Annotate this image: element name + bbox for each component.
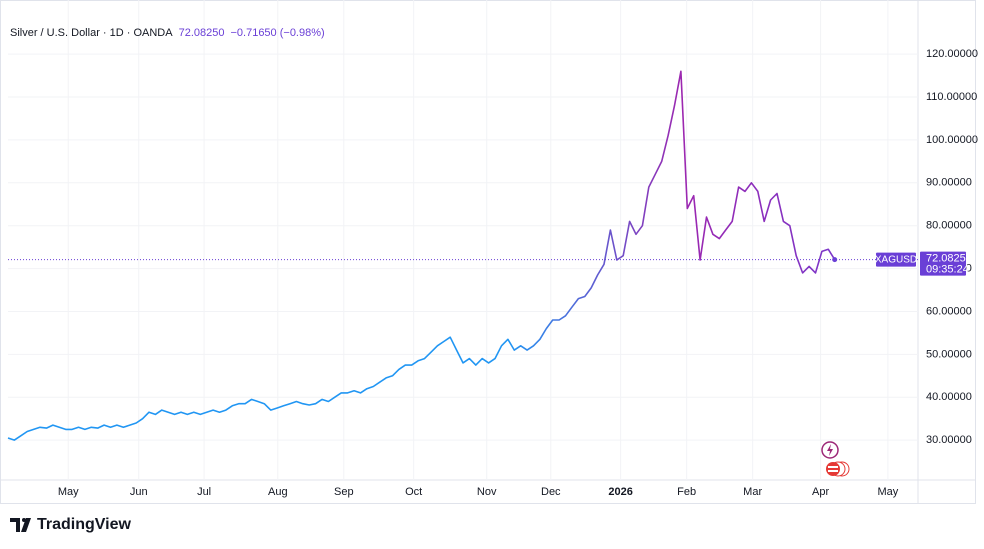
symbol-label: XAGUSD xyxy=(875,254,917,265)
frame xyxy=(0,0,976,504)
y-tick-label: 120.00000 xyxy=(926,48,978,60)
logo: TradingView xyxy=(10,516,132,533)
x-tick-label: May xyxy=(877,486,898,498)
header: Silver / U.S. Dollar · 1D · OANDA 72.0825… xyxy=(10,27,325,39)
chart-title: Silver / U.S. Dollar · 1D · OANDA xyxy=(10,27,173,39)
x-tick-label: Apr xyxy=(812,486,829,498)
price-tag-label: 72.08250 xyxy=(926,253,972,265)
y-tick-label: 60.00000 xyxy=(926,305,972,317)
x-tick-label: Jun xyxy=(130,486,148,498)
y-tick-label: 110.00000 xyxy=(926,91,977,103)
price-line xyxy=(7,70,836,441)
x-tick-label: Dec xyxy=(541,486,561,498)
x-tick-label: 2026 xyxy=(608,486,632,498)
x-tick-label: Feb xyxy=(677,486,696,498)
time-tag-label: 09:35:24 xyxy=(926,264,969,276)
y-tick-label: 30.00000 xyxy=(926,434,972,446)
last-point xyxy=(832,257,838,263)
x-tick-label: Aug xyxy=(268,486,288,498)
x-tick-label: Jul xyxy=(197,486,211,498)
y-tick-label: 50.00000 xyxy=(926,348,972,360)
price: 72.08250 xyxy=(179,27,225,39)
y-tick-label: 40.00000 xyxy=(926,391,972,403)
y-tick-label: 80.00000 xyxy=(926,220,972,232)
y-tick-label: 100.00000 xyxy=(926,134,978,146)
x-tick-label: Mar xyxy=(743,486,762,498)
x-tick-label: Oct xyxy=(405,486,422,498)
x-tick-label: Nov xyxy=(477,486,497,498)
x-tick-label: May xyxy=(58,486,79,498)
price-tag xyxy=(920,251,966,276)
icons xyxy=(821,441,850,477)
x-tick-label: Sep xyxy=(334,486,354,498)
symbol-tag xyxy=(876,252,916,267)
brand: TradingView xyxy=(37,516,132,533)
change: −0.71650 (−0.98%) xyxy=(230,27,324,39)
y-tick-label: 90.00000 xyxy=(926,177,972,189)
